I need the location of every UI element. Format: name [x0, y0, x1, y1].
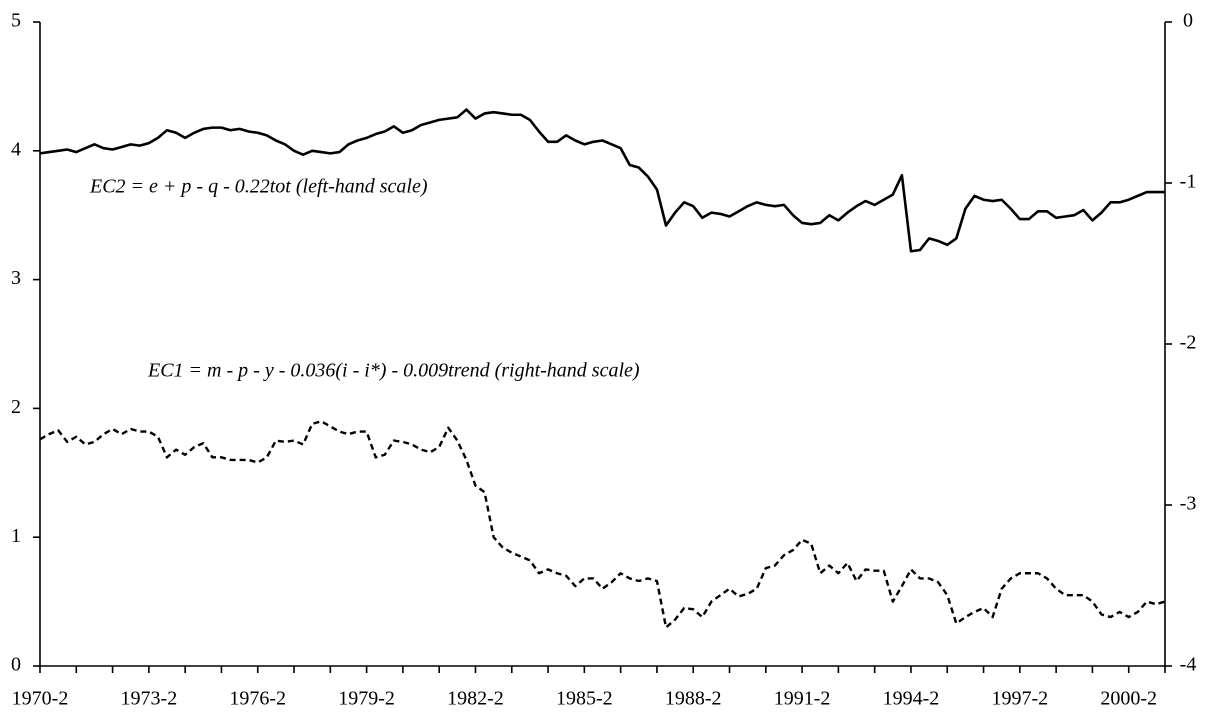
x-tick-label: 1991-2	[774, 688, 831, 710]
x-tick-label: 1973-2	[121, 688, 178, 710]
series-line	[39, 108, 1165, 253]
y2-tick-label: -1	[1180, 171, 1197, 193]
series-line	[39, 420, 1166, 629]
x-tick-label: 2000-2	[1100, 688, 1157, 710]
y-tick-label: 4	[11, 138, 21, 160]
x-tick-label: 1985-2	[556, 688, 613, 710]
x-tick-label: 1970-2	[12, 688, 69, 710]
y-tick-label: 2	[11, 396, 21, 418]
x-tick-label: 1979-2	[338, 688, 395, 710]
x-tick-label: 1997-2	[992, 688, 1049, 710]
y2-tick-label: -4	[1180, 654, 1197, 676]
x-tick-label: 1976-2	[229, 688, 286, 710]
y2-tick-label: -3	[1180, 493, 1197, 515]
y-tick-label: 0	[11, 654, 21, 676]
y-tick-label: 1	[11, 525, 21, 547]
series-label: EC2 = e + p - q - 0.22tot (left-hand sca…	[89, 176, 428, 198]
x-tick-label: 1994-2	[883, 688, 940, 710]
y-tick-label: 5	[11, 10, 21, 32]
y-tick-label: 3	[11, 267, 21, 289]
x-tick-label: 1988-2	[665, 688, 722, 710]
x-tick-label: 1982-2	[447, 688, 504, 710]
y2-tick-label: -2	[1180, 332, 1197, 354]
y2-tick-label: 0	[1183, 10, 1193, 32]
series-label: EC1 = m - p - y - 0.036(i - i*) - 0.009t…	[147, 360, 640, 382]
